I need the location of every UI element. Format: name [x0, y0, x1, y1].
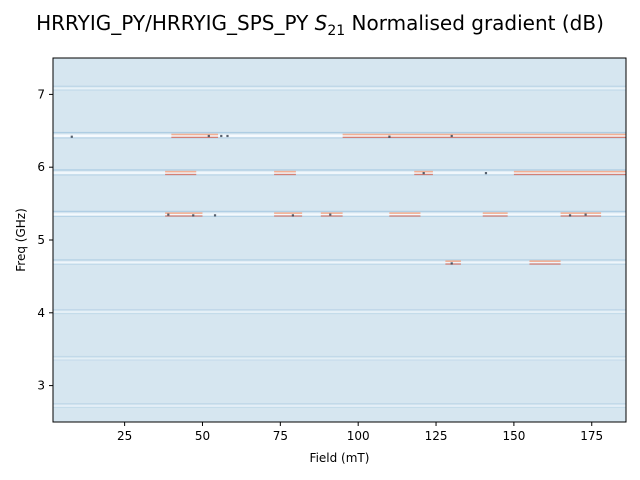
hot-spot-lower [320, 215, 343, 217]
resonance-line [53, 357, 626, 360]
hot-spot-lower [171, 136, 219, 138]
hot-spot-lower [165, 215, 203, 217]
hot-spot-upper [165, 212, 203, 214]
hot-spot-upper [445, 260, 461, 262]
marker-dot [584, 213, 587, 216]
hot-spot-upper [529, 260, 561, 262]
resonance-line [53, 87, 626, 90]
resonance-line [53, 171, 626, 175]
y-tick-label: 7 [37, 87, 45, 101]
x-tick-label: 125 [425, 429, 448, 443]
hot-spot-lower [389, 215, 421, 217]
hot-spot-lower [560, 215, 602, 217]
resonance-line-shadow [53, 259, 626, 261]
hot-spots [165, 133, 626, 265]
marker-dot [291, 214, 294, 217]
hot-spot-lower [342, 136, 626, 138]
marker-dot [422, 172, 425, 175]
marker-dot [568, 214, 572, 217]
resonance-line-shadow [53, 355, 626, 358]
markers [70, 134, 587, 265]
x-tick-label: 50 [195, 429, 210, 443]
marker-dot [450, 262, 453, 265]
y-tick-label: 6 [37, 160, 45, 174]
resonance-line-edge [53, 89, 626, 91]
hot-spot-upper [342, 133, 626, 136]
marker-dot [450, 134, 453, 138]
marker-dot [220, 134, 223, 138]
resonance-line-shadow [53, 403, 626, 405]
marker-dot [167, 213, 170, 216]
chart-title: HRRYIG_PY/HRRYIG_SPS_PY S21 Normalised g… [36, 11, 604, 39]
hot-spot-upper [560, 212, 602, 214]
x-axis: 25 50 75 100 125 150 175 [117, 422, 603, 443]
x-tick-label: 100 [347, 429, 370, 443]
marker-dot [329, 213, 332, 216]
y-axis-label: Freq (GHz) [14, 208, 28, 272]
hot-spot-upper [171, 133, 219, 136]
resonance-line [53, 405, 626, 407]
chart-title-suffix: Normalised gradient (dB) [345, 11, 604, 35]
resonance-line-edge [53, 406, 626, 409]
resonance-line-edge [53, 137, 626, 139]
hot-spot-upper [320, 212, 343, 214]
marker-dot [70, 135, 73, 138]
resonance-line-shadow [53, 85, 626, 88]
marker-dot [484, 172, 488, 175]
y-tick-label: 5 [37, 233, 45, 247]
resonance-line-shadow [53, 210, 626, 213]
marker-dot [226, 134, 229, 138]
hot-spot-lower [445, 263, 461, 265]
y-axis: 3 4 5 6 7 [37, 87, 53, 393]
x-tick-label: 175 [580, 429, 603, 443]
heatmap-background [53, 58, 626, 422]
resonance-line [53, 261, 626, 264]
resonance-line [53, 213, 626, 216]
hot-spot-lower [165, 173, 197, 176]
hot-spot-lower [274, 173, 296, 176]
hot-spot-lower [482, 215, 508, 217]
hot-spot-upper [513, 170, 626, 173]
x-tick-label: 75 [273, 429, 288, 443]
hot-spot-upper [414, 170, 433, 173]
hot-spot-lower [529, 263, 561, 265]
x-tick-label: 150 [502, 429, 525, 443]
marker-dot [388, 135, 391, 138]
resonance-line-shadow [53, 131, 626, 134]
resonance-lines [53, 85, 626, 409]
hot-spot-lower [513, 173, 626, 176]
hot-spot-lower [274, 215, 303, 217]
y-tick-label: 3 [37, 379, 45, 393]
hot-spot-upper [482, 212, 508, 214]
resonance-line-edge [53, 174, 626, 176]
chart-title-subscript: 21 [327, 23, 345, 39]
hot-spot-upper [274, 212, 303, 214]
chart-title-main: HRRYIG_PY/HRRYIG_SPS_PY [36, 11, 315, 35]
resonance-line-edge [53, 359, 626, 361]
resonance-line [53, 134, 626, 138]
resonance-line-shadow [53, 309, 626, 311]
x-tick-label: 25 [117, 429, 132, 443]
marker-dot [213, 214, 217, 217]
hot-spot-upper [165, 170, 197, 173]
resonance-line-edge [53, 312, 626, 315]
marker-dot [207, 134, 210, 138]
hot-spot-upper [389, 212, 421, 214]
resonance-line-edge [53, 263, 626, 265]
chart-title-symbol: S [315, 11, 328, 35]
hot-spot-lower [414, 173, 433, 176]
hot-spot-upper [274, 170, 296, 173]
x-axis-label: Field (mT) [310, 451, 370, 465]
marker-dot [192, 214, 195, 217]
resonance-line-shadow [53, 169, 626, 171]
y-tick-label: 4 [37, 306, 45, 320]
resonance-line [53, 311, 626, 313]
